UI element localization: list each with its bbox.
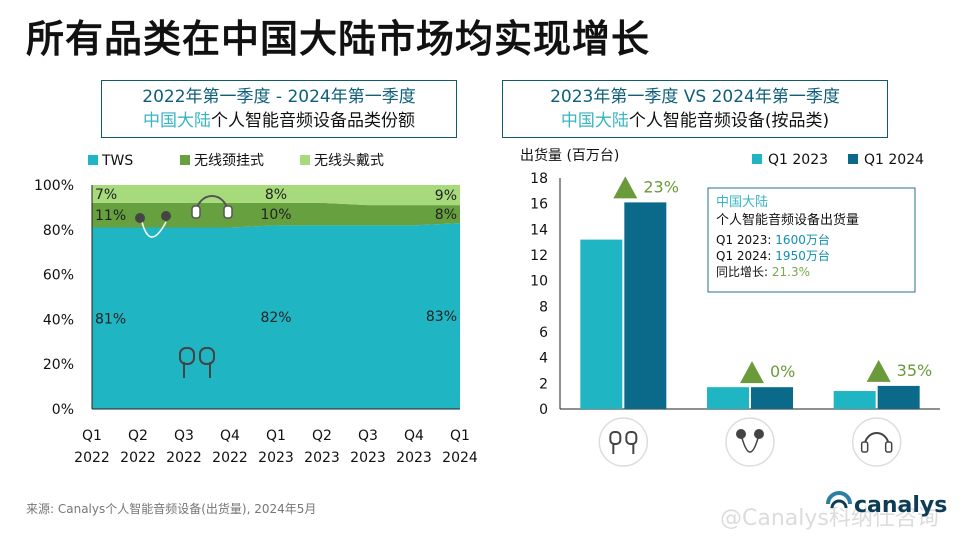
bar-1-1 (751, 387, 793, 409)
bar-ytick-1: 2 (539, 376, 548, 392)
bar-2-1 (877, 385, 920, 409)
legend-swatch-0 (88, 155, 98, 165)
legend-swatch-2 (300, 155, 310, 165)
headphones-icon (191, 195, 233, 219)
bar-legend-swatch-1 (848, 154, 858, 164)
legend-label-1: 无线颈挂式 (194, 153, 264, 169)
area-ytick-4: 80% (43, 223, 74, 239)
bar-0-1 (624, 202, 667, 409)
area-ytick-2: 40% (43, 312, 74, 328)
bar-ytick-9: 18 (530, 171, 548, 187)
bar-legend-label-0: Q1 2023 (768, 152, 828, 168)
legend-label-2: 无线头戴式 (314, 153, 384, 169)
legend-label-0: TWS (101, 153, 133, 169)
neckband-earphones-icon (736, 429, 764, 453)
headphones-icon (860, 432, 893, 453)
right-header-line1: 2023年第一季度 VS 2024年第一季度 (550, 87, 840, 107)
growth-label-1: 0% (770, 362, 795, 381)
category-icon-circle-0 (598, 417, 649, 467)
bar-ytick-5: 10 (530, 274, 548, 290)
bar-ytick-8: 16 (530, 197, 548, 213)
left-chart-header: 2022年第一季度 - 2024年第一季度 中国大陆个人智能音频设备品类份额 (101, 80, 457, 138)
area-data-label-3: 11% (95, 208, 126, 224)
right-chart-header: 2023年第一季度 VS 2024年第一季度 中国大陆个人智能音频设备(按品类) (502, 80, 888, 138)
growth-triangle-0 (613, 176, 638, 199)
watermark: @Canalys科纳仕咨询 (720, 506, 939, 531)
right-header-line2: 中国大陆个人智能音频设备(按品类) (503, 109, 887, 133)
growth-triangle-1 (740, 361, 764, 384)
growth-label-0: 23% (643, 177, 679, 196)
bar-y-axis-title: 出货量 (百万台) (520, 147, 619, 164)
category-icon-circle-2 (851, 417, 902, 467)
area-data-label-2: 83% (426, 309, 457, 325)
annotation-line1: 中国大陆 (716, 194, 768, 210)
bar-ytick-6: 12 (530, 248, 548, 264)
area-data-label-6: 7% (95, 187, 117, 203)
area-xtick-4: Q1 2023 (258, 428, 294, 466)
area-data-label-0: 81% (95, 311, 126, 327)
area-xtick-5: Q2 2023 (304, 428, 340, 466)
area-data-label-1: 82% (260, 310, 291, 326)
area-data-label-8: 9% (435, 188, 457, 204)
canalys-logo-mark (826, 491, 852, 509)
area-xtick-8: Q1 2024 (442, 428, 478, 466)
bar-legend-label-1: Q1 2024 (864, 152, 924, 168)
right-header-rest: 个人智能音频设备(按品类) (628, 111, 830, 131)
area-xtick-1: Q2 2022 (120, 428, 156, 466)
canalys-logo: canalys (826, 491, 947, 518)
area-xtick-2: Q3 2022 (166, 428, 202, 466)
area-data-label-4: 10% (260, 207, 291, 223)
legend-swatch-1 (180, 155, 190, 165)
area-ytick-0: 0% (52, 402, 74, 418)
bar-ytick-3: 6 (539, 325, 548, 341)
area-xtick-7: Q4 2023 (396, 428, 432, 466)
growth-triangle-2 (866, 359, 891, 382)
bar-1-0 (707, 387, 749, 409)
right-header-highlight: 中国大陆 (560, 111, 629, 131)
area-ytick-5: 100% (34, 178, 74, 194)
bar-ytick-2: 4 (539, 351, 548, 367)
area-xtick-6: Q3 2023 (350, 428, 386, 466)
left-header-highlight: 中国大陆 (143, 111, 211, 131)
growth-label-2: 35% (897, 361, 933, 380)
area-data-label-5: 8% (435, 207, 457, 223)
bar-legend-swatch-0 (752, 154, 762, 164)
neckband-earphones-icon (135, 211, 171, 238)
bar-ytick-4: 8 (539, 299, 548, 315)
annotation-row-1: Q1 2024: 1950万台 (716, 248, 830, 263)
bar-2-0 (833, 391, 876, 409)
annotation-row-0: Q1 2023: 1600万台 (716, 232, 830, 247)
shipment-bar-chart: 出货量 (百万台) Q1 2023 Q1 2024 0 2 4 6 8 10 12 14 16 18 23… (520, 147, 940, 467)
left-header-line1: 2022年第一季度 - 2024年第一季度 (142, 87, 416, 107)
left-header-rest: 个人智能音频设备品类份额 (211, 111, 415, 131)
annotation-line2: 个人智能音频设备出货量 (716, 212, 859, 228)
area-xtick-0: Q1 2022 (74, 428, 110, 466)
area-xtick-3: Q4 2022 (212, 428, 248, 466)
bar-ytick-7: 14 (530, 222, 548, 238)
tws-earbuds-icon (179, 347, 215, 378)
canalys-logo-text: canalys (854, 493, 947, 518)
area-ytick-3: 60% (43, 268, 74, 284)
share-area-chart: TWS 无线颈挂式 无线头戴式 0% 20% 40% 60% 80% 100% Q1 2022 Q2 2… (34, 153, 478, 466)
bar-0-0 (580, 239, 623, 409)
category-icon-circle-1 (725, 417, 775, 467)
left-header-line2: 中国大陆个人智能音频设备品类份额 (102, 109, 456, 133)
page-title: 所有品类在中国大陆市场均实现增长 (26, 17, 651, 61)
area-ytick-1: 20% (43, 357, 74, 373)
tws-earbuds-icon (609, 431, 638, 454)
area-series-2 (92, 185, 460, 206)
area-data-label-7: 8% (265, 187, 287, 203)
area-series-1 (92, 202, 460, 228)
annotation-row-2: 同比增长: 21.3% (716, 265, 810, 279)
source-note: 来源: Canalys个人智能音频设备(出货量), 2024年5月 (26, 502, 317, 516)
bar-ytick-0: 0 (539, 402, 548, 418)
